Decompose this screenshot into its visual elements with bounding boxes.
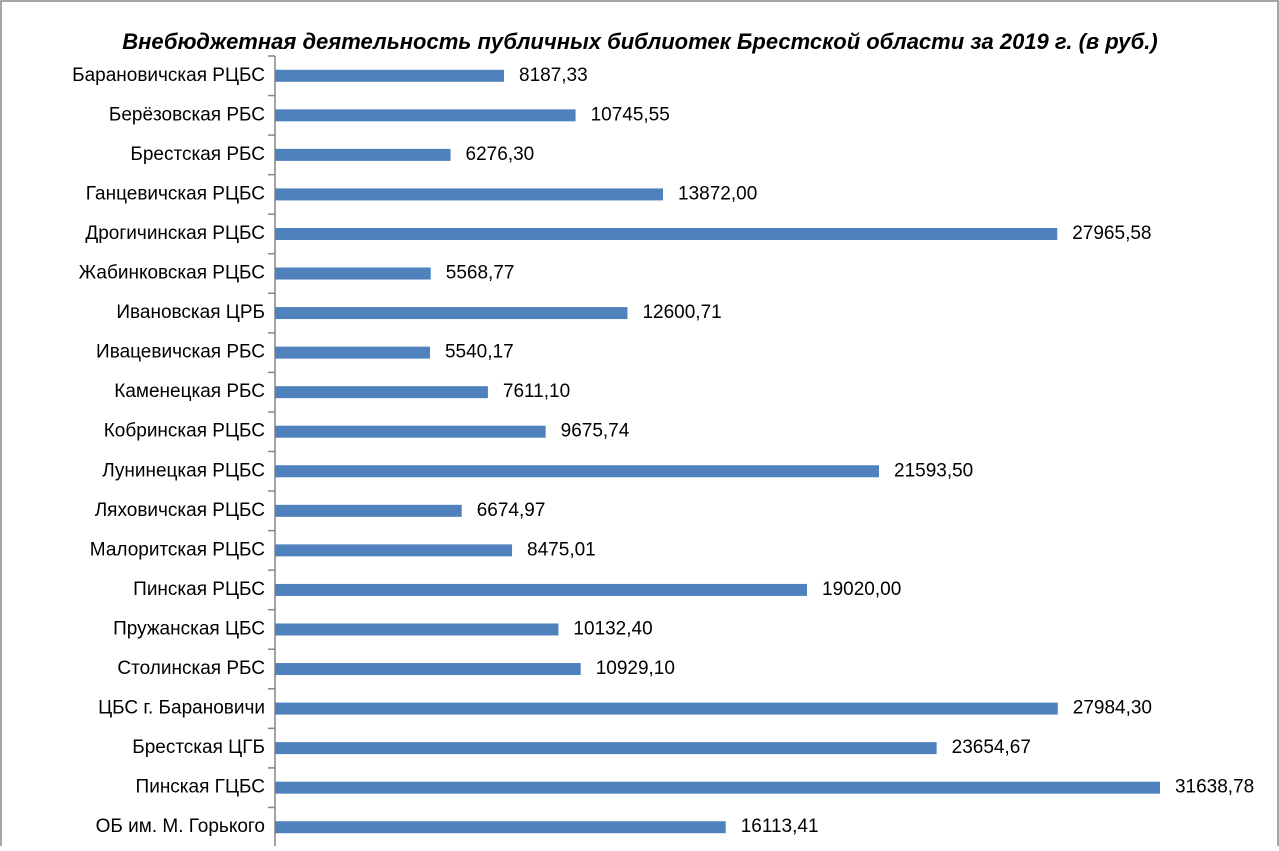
bar — [275, 267, 431, 280]
category-label: Жабинковская РЦБС — [79, 263, 265, 284]
category-label: Каменецкая РБС — [114, 381, 265, 402]
bar — [275, 425, 546, 438]
bar — [275, 346, 430, 359]
category-label: Пинская РЦБС — [133, 579, 265, 600]
bar — [275, 623, 559, 636]
bar — [275, 307, 628, 320]
category-label: ОБ им. М. Горького — [96, 816, 265, 837]
bar — [275, 742, 937, 755]
category-label: Лунинецкая РЦБС — [102, 460, 265, 481]
bar — [275, 504, 462, 517]
value-label: 5540,17 — [445, 342, 514, 363]
bar — [275, 821, 726, 834]
category-label: Кобринская РЦБС — [104, 421, 265, 442]
value-label: 10132,40 — [573, 618, 652, 639]
bar — [275, 583, 808, 596]
bar — [275, 544, 513, 557]
value-label: 16113,41 — [741, 816, 819, 837]
value-label: 27965,58 — [1072, 223, 1151, 244]
category-label: Берёзовская РБС — [109, 104, 265, 125]
category-label: Столинская РБС — [117, 658, 265, 679]
bar — [275, 69, 505, 82]
bar — [275, 386, 488, 399]
category-label: Пинская ГЦБС — [136, 777, 265, 798]
category-label: Пружанская ЦБС — [113, 618, 265, 639]
bar — [275, 663, 581, 676]
bar — [275, 781, 1160, 794]
category-label: Ляховичская РЦБС — [95, 500, 265, 521]
bar — [275, 702, 1058, 715]
category-label: Брестская ЦГБ — [132, 737, 265, 758]
value-label: 12600,71 — [642, 302, 721, 323]
bar — [275, 148, 451, 161]
value-label: 10929,10 — [596, 658, 675, 679]
value-label: 9675,74 — [561, 421, 630, 442]
category-label: Ивацевичская РБС — [96, 342, 265, 363]
value-label: 10745,55 — [591, 104, 670, 125]
value-label: 19020,00 — [822, 579, 901, 600]
value-label: 13872,00 — [678, 183, 757, 204]
value-label: 8187,33 — [519, 65, 588, 86]
category-label: Брестская РБС — [130, 144, 265, 165]
value-label: 31638,78 — [1175, 777, 1254, 798]
value-label: 8475,01 — [527, 539, 596, 560]
value-label: 21593,50 — [894, 460, 973, 481]
bar — [275, 188, 664, 201]
value-label: 6276,30 — [466, 144, 535, 165]
bar — [275, 465, 880, 478]
value-label: 6674,97 — [477, 500, 546, 521]
category-label: ЦБС г. Барановичи — [98, 698, 265, 719]
value-label: 23654,67 — [952, 737, 1031, 758]
category-label: Дрогичинская РЦБС — [85, 223, 265, 244]
value-label: 27984,30 — [1073, 698, 1152, 719]
category-label: Барановичская РЦБС — [72, 65, 265, 86]
category-label: Ганцевичская РЦБС — [86, 183, 265, 204]
value-label: 5568,77 — [446, 263, 515, 284]
value-label: 7611,10 — [503, 381, 570, 402]
category-label: Малоритская РЦБС — [90, 539, 265, 560]
bar — [275, 227, 1058, 240]
category-label: Ивановская ЦРБ — [116, 302, 265, 323]
chart-title: Внебюджетная деятельность публичных библ… — [122, 29, 1158, 54]
bar — [275, 109, 576, 122]
